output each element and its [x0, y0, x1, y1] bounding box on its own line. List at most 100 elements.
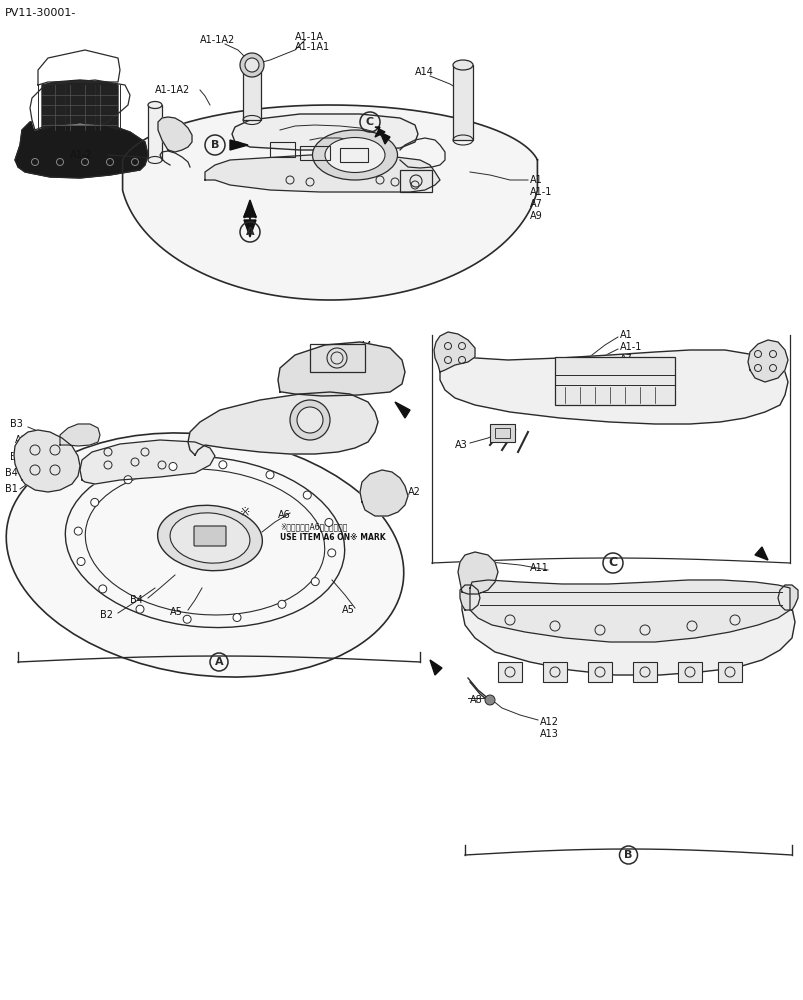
Text: B2: B2 [100, 610, 113, 620]
Text: A7: A7 [529, 199, 542, 209]
Ellipse shape [243, 61, 261, 70]
Circle shape [266, 471, 274, 479]
Text: B: B [210, 140, 219, 150]
Text: A9: A9 [529, 211, 542, 221]
Text: ※: ※ [239, 506, 250, 520]
Bar [497, 662, 521, 682]
Bar [400, 170, 431, 192]
Polygon shape [205, 155, 439, 192]
Polygon shape [42, 80, 118, 130]
Bar [300, 146, 329, 160]
Circle shape [77, 558, 85, 566]
Text: A1-1A1: A1-1A1 [295, 42, 330, 52]
Text: A13: A13 [540, 729, 558, 739]
Polygon shape [747, 340, 787, 382]
Text: B3: B3 [10, 419, 22, 429]
Bar [452, 65, 472, 140]
Polygon shape [777, 585, 797, 610]
Ellipse shape [157, 505, 262, 571]
Polygon shape [230, 140, 247, 150]
Bar [270, 142, 295, 157]
Circle shape [136, 605, 144, 613]
Polygon shape [459, 585, 479, 610]
Circle shape [245, 58, 259, 72]
Text: A5: A5 [169, 607, 182, 617]
Ellipse shape [148, 157, 161, 164]
Text: A1-1A2: A1-1A2 [155, 85, 190, 95]
Text: USE ITEM A6 ON※ MARK: USE ITEM A6 ON※ MARK [279, 534, 385, 542]
Polygon shape [188, 392, 377, 455]
Circle shape [324, 518, 332, 526]
Text: A7: A7 [619, 354, 632, 364]
Text: A1-1A2: A1-1A2 [200, 35, 235, 45]
Text: C: C [608, 556, 617, 570]
Polygon shape [374, 127, 385, 137]
Text: B: B [624, 850, 632, 860]
Polygon shape [14, 430, 80, 492]
Text: A3: A3 [454, 440, 467, 450]
Text: A1-2: A1-2 [70, 150, 92, 160]
Polygon shape [380, 132, 389, 144]
Text: A: A [246, 227, 254, 237]
Circle shape [311, 578, 319, 586]
Polygon shape [360, 470, 407, 516]
Polygon shape [754, 547, 767, 560]
Text: A5: A5 [341, 605, 354, 615]
Text: A1-1A: A1-1A [295, 32, 324, 42]
Polygon shape [394, 402, 410, 418]
Polygon shape [462, 580, 794, 675]
Polygon shape [122, 105, 536, 300]
Bar [587, 662, 611, 682]
Bar [243, 65, 261, 120]
Bar [148, 105, 161, 160]
Bar [632, 662, 656, 682]
Text: A14: A14 [414, 67, 434, 77]
Bar [495, 428, 509, 438]
Text: C: C [365, 117, 373, 127]
Text: A1: A1 [529, 175, 542, 185]
Text: A1-1: A1-1 [529, 187, 552, 197]
Bar [340, 148, 368, 162]
Polygon shape [60, 424, 100, 446]
Text: A9: A9 [619, 366, 632, 376]
Text: A: A [214, 657, 223, 667]
Ellipse shape [170, 513, 250, 563]
FancyBboxPatch shape [194, 526, 226, 546]
Polygon shape [38, 50, 120, 85]
Text: A2: A2 [407, 487, 420, 497]
Circle shape [290, 400, 329, 440]
Circle shape [328, 549, 336, 557]
Text: A4: A4 [360, 341, 373, 351]
Text: A11: A11 [529, 563, 548, 573]
Bar [489, 424, 515, 442]
Circle shape [303, 491, 311, 499]
Circle shape [183, 615, 191, 623]
Ellipse shape [312, 130, 397, 180]
Circle shape [484, 695, 495, 705]
Polygon shape [430, 660, 442, 675]
Polygon shape [434, 332, 475, 372]
Bar [542, 662, 566, 682]
Text: ※印ノミ符号A6を使用ノコト: ※印ノミ符号A6を使用ノコト [279, 522, 347, 532]
Bar [310, 344, 365, 372]
Ellipse shape [148, 102, 161, 109]
Text: B4: B4 [5, 468, 18, 478]
Text: B4: B4 [130, 595, 143, 605]
Circle shape [233, 614, 241, 622]
Polygon shape [458, 552, 497, 594]
Text: B1: B1 [5, 484, 18, 494]
Ellipse shape [452, 60, 472, 70]
Text: A5: A5 [15, 435, 28, 445]
Circle shape [124, 476, 132, 484]
Circle shape [240, 53, 263, 77]
Circle shape [99, 585, 107, 593]
Circle shape [91, 498, 99, 506]
Text: A1: A1 [619, 330, 632, 340]
Circle shape [169, 462, 177, 470]
Circle shape [278, 600, 286, 608]
Text: A1-1: A1-1 [619, 342, 642, 352]
Text: B4: B4 [10, 452, 22, 462]
Polygon shape [80, 440, 214, 484]
Polygon shape [439, 345, 787, 424]
Polygon shape [470, 580, 789, 642]
